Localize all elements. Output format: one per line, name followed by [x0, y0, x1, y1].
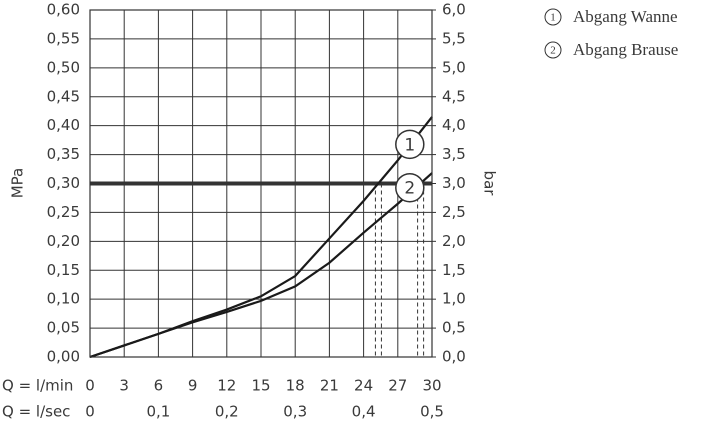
x2-tick-label: 0,3: [283, 403, 307, 421]
y-tick-label: 0,20: [47, 232, 80, 250]
y-tick-label: 0,55: [47, 29, 80, 47]
x2-tick-label: 0,5: [420, 403, 444, 421]
y-tick-label: 0,10: [47, 290, 80, 308]
y-tick-label: 0,25: [47, 203, 80, 221]
x-tick-label: 30: [422, 377, 441, 395]
line: [89, 172, 433, 359]
x-tick-label: 21: [320, 377, 339, 395]
x-tick-label: 3: [119, 377, 129, 395]
y-axis-label: MPa: [9, 168, 27, 199]
y-tick-label: 0,50: [47, 58, 80, 76]
legend-number: 1: [550, 12, 556, 24]
callout-label: 1: [404, 135, 415, 155]
x2-axis-label: Q = l/sec: [2, 403, 70, 421]
x2-tick-label: 0,2: [215, 403, 239, 421]
y-tick-label: 0,30: [47, 174, 80, 192]
legend-label: Abgang Brause: [573, 40, 678, 59]
y2-tick-label: 2,0: [442, 232, 466, 250]
x-tick-label: 18: [286, 377, 305, 395]
y2-tick-label: 0,0: [442, 348, 466, 366]
legend-circle: [544, 41, 562, 59]
y2-tick-label: 5,0: [442, 58, 466, 76]
legend: 1 Abgang Wanne 2 Abgang Brause: [544, 7, 678, 59]
y2-tick-label: 6,0: [442, 1, 466, 19]
y-tick-label: 0,00: [47, 348, 80, 366]
y2-tick-label: 1,5: [442, 261, 466, 279]
y-tick-label: 0,45: [47, 87, 80, 105]
x-tick-label: 27: [388, 377, 407, 395]
y2-tick-label: 5,5: [442, 29, 466, 47]
x2-tick-label: 0,4: [352, 403, 376, 421]
x-tick-label: 9: [188, 377, 198, 395]
y-tick-label: 0,15: [47, 261, 80, 279]
callout-label: 2: [404, 179, 415, 199]
y-tick-label: 0,35: [47, 145, 80, 163]
legend-circle: [544, 8, 562, 26]
x-tick-label: 24: [354, 377, 373, 395]
y2-tick-label: 2,5: [442, 203, 466, 221]
x-tick-label: 0: [85, 377, 95, 395]
y-tick-label: 0,60: [47, 1, 80, 19]
y2-tick-label: 4,5: [442, 87, 466, 105]
y-tick-label: 0,05: [47, 319, 80, 337]
callout-circle: [395, 129, 425, 160]
legend-label: Abgang Wanne: [573, 7, 678, 26]
y2-tick-label: 1,0: [442, 290, 466, 308]
y2-axis-label: bar: [481, 171, 499, 197]
x-tick-label: 15: [251, 377, 270, 395]
y2-tick-label: 3,0: [442, 174, 466, 192]
x-axis-label: Q = l/min: [2, 377, 73, 395]
x2-tick-label: 0,1: [146, 403, 170, 421]
legend-number: 2: [550, 45, 556, 57]
callout-circle: [395, 172, 425, 203]
y2-tick-label: 0,5: [442, 319, 466, 337]
x2-tick-label: 0: [85, 403, 95, 421]
x-tick-label: 6: [154, 377, 164, 395]
x-tick-label: 12: [217, 377, 236, 395]
y-tick-label: 0,40: [47, 116, 80, 134]
plot-frame: [89, 9, 433, 358]
y2-tick-label: 3,5: [442, 145, 466, 163]
y2-tick-label: 4,0: [442, 116, 466, 134]
